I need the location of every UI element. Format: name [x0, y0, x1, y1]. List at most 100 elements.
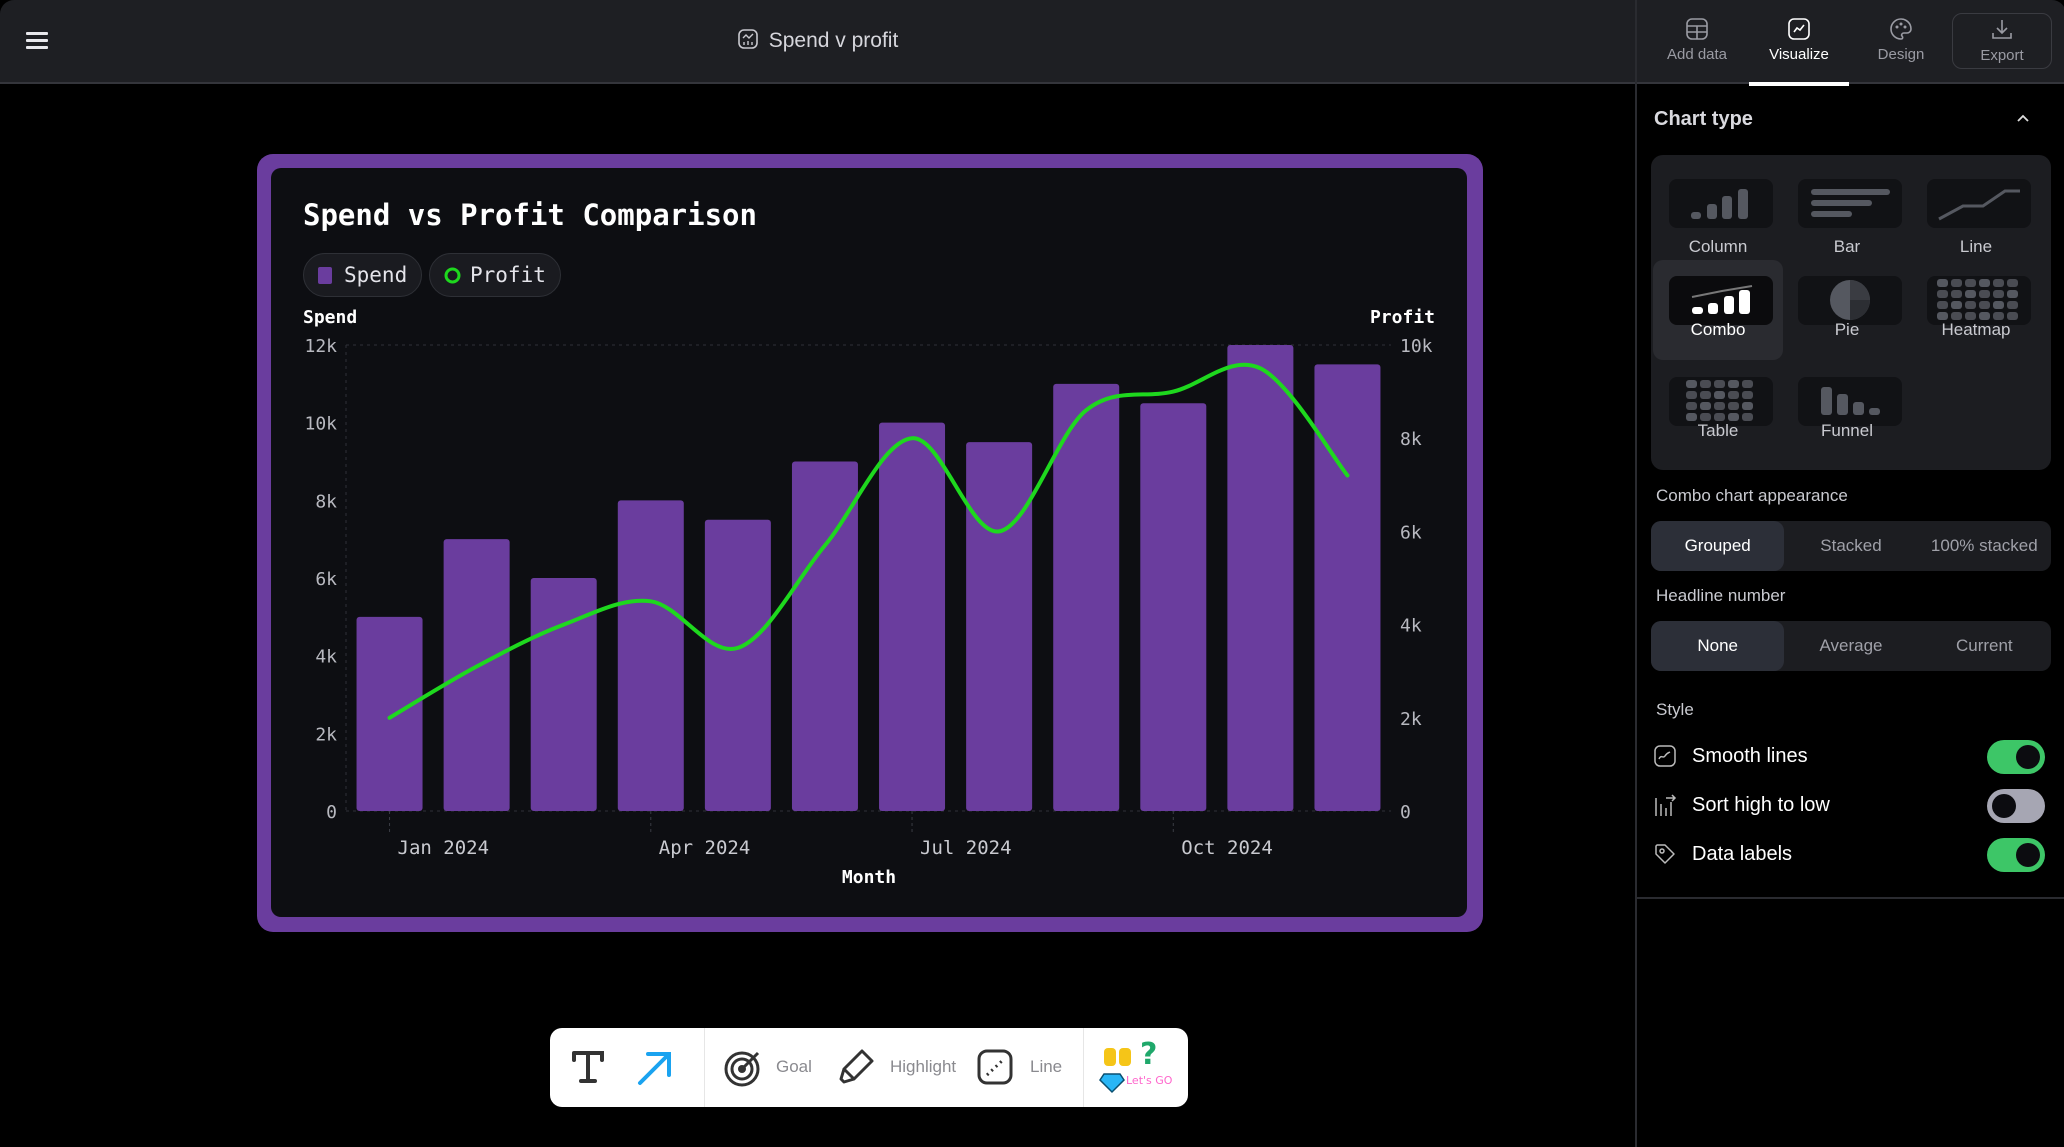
highlight-tool[interactable]: Highlight	[834, 1028, 959, 1107]
table-chart-icon	[1669, 377, 1773, 426]
tab-export[interactable]: Export	[1952, 13, 2052, 69]
y-right-tick-label: 2k	[1400, 709, 1422, 730]
sidebar: Add data Visualize Design Export Chart t…	[1635, 0, 2064, 1147]
tab-label: Design	[1877, 46, 1925, 63]
chart-type-grid: Column Bar Line Combo Pie Heatmap Table	[1651, 155, 2051, 470]
x-axis-title: Month	[842, 867, 896, 888]
option-grouped[interactable]: Grouped	[1651, 521, 1785, 571]
top-bar: Spend v profit	[0, 0, 1635, 84]
chart-type-bar[interactable]: Bar	[1782, 159, 1912, 256]
chevron-up-icon[interactable]	[2015, 110, 2031, 126]
sidebar-divider	[1637, 897, 2064, 899]
chart-type-line[interactable]: Line	[1911, 159, 2041, 256]
chart-type-label: Combo	[1690, 320, 1746, 339]
bar-spend-dec-2024	[1314, 364, 1381, 811]
x-tick-label: Jan 2024	[398, 837, 490, 859]
arrow-tool[interactable]	[632, 1028, 684, 1107]
hamburger-menu-icon[interactable]	[26, 32, 48, 50]
target-icon	[724, 1051, 760, 1087]
legend-profit[interactable]: Profit	[429, 253, 561, 297]
document-title[interactable]: Spend v profit	[0, 28, 1635, 53]
x-tick-label: Apr 2024	[659, 837, 751, 859]
chart-type-column[interactable]: Column	[1653, 159, 1783, 256]
profit-line	[387, 362, 1350, 720]
tab-label: Visualize	[1769, 46, 1829, 63]
option-current[interactable]: Current	[1955, 636, 2013, 655]
svg-text:?: ?	[1140, 1037, 1157, 1072]
line-chart-icon	[1927, 179, 2031, 228]
tab-design[interactable]: Design	[1851, 0, 1951, 84]
headline-number-selector: None Average Current	[1651, 621, 2051, 671]
option-100-stacked[interactable]: 100% stacked	[1930, 536, 2038, 555]
table-icon	[1686, 18, 1708, 40]
chart-card[interactable]: Spend vs Profit Comparison Spend Profit …	[271, 168, 1467, 917]
palette-icon	[1890, 18, 1912, 40]
bar-spend-sep-2024	[1053, 383, 1120, 811]
chart-doc-icon	[737, 29, 758, 49]
text-tool[interactable]	[568, 1028, 620, 1107]
funnel-chart-icon	[1798, 377, 1902, 426]
download-icon	[1992, 20, 2012, 39]
smooth-line-icon	[1654, 745, 1676, 767]
smooth-lines-toggle[interactable]	[1987, 740, 2045, 774]
bar-spend-oct-2024	[1140, 403, 1207, 811]
sort-toggle[interactable]	[1987, 789, 2045, 823]
y-axis-left-title: Spend	[303, 307, 357, 328]
chart-type-label: Line	[1959, 237, 1993, 256]
chart-type-combo[interactable]: Combo	[1653, 260, 1783, 360]
goal-label: Goal	[776, 1057, 812, 1076]
bar-spend-jan-2024	[356, 616, 423, 811]
text-icon	[572, 1051, 604, 1083]
smooth-lines-row: Smooth lines	[1654, 740, 2054, 774]
y-left-tick-label: 12k	[304, 336, 337, 357]
chart-type-label: Funnel	[1821, 421, 1873, 440]
dotted-line-icon	[977, 1049, 1013, 1085]
chart-type-label: Bar	[1833, 237, 1861, 256]
data-labels-label: Data labels	[1692, 843, 1793, 865]
legend-square-icon	[318, 267, 332, 284]
chart-type-label: Pie	[1834, 320, 1860, 339]
chart-type-pie[interactable]: Pie	[1782, 260, 1912, 339]
chart-type-heatmap[interactable]: Heatmap	[1911, 260, 2041, 339]
line-chart-icon	[1788, 18, 1810, 40]
y-right-tick-label: 0	[1400, 802, 1411, 823]
option-none[interactable]: None	[1651, 621, 1785, 671]
chart-type-heading: Chart type	[1654, 108, 1753, 130]
sticker-tool[interactable]: ? Let's GO!	[1092, 1028, 1182, 1107]
highlight-label: Highlight	[890, 1057, 957, 1076]
option-average[interactable]: Average	[1819, 636, 1883, 655]
tab-label: Export	[1980, 47, 2024, 64]
y-left-tick-label: 2k	[315, 724, 337, 745]
headline-number-label: Headline number	[1656, 586, 1786, 605]
heatmap-icon	[1927, 276, 2031, 325]
tab-add-data[interactable]: Add data	[1647, 0, 1747, 84]
annotation-toolbar: Goal Highlight Line ? Let's GO!	[550, 1028, 1188, 1107]
tab-label: Add data	[1666, 46, 1728, 63]
x-tick-label: Jul 2024	[920, 837, 1012, 859]
y-left-tick-label: 0	[326, 802, 337, 823]
document-title-text: Spend v profit	[768, 29, 899, 52]
tab-visualize[interactable]: Visualize	[1749, 0, 1849, 86]
y-left-tick-label: 4k	[315, 647, 337, 668]
sort-row: Sort high to low	[1654, 789, 2054, 823]
sort-label: Sort high to low	[1692, 794, 1830, 816]
sticker-text: Let's GO!	[1126, 1074, 1172, 1087]
legend-spend[interactable]: Spend	[303, 253, 423, 297]
sticker-icon: ? Let's GO!	[1099, 1037, 1172, 1094]
data-labels-toggle[interactable]	[1987, 838, 2045, 872]
chart-type-label: Table	[1697, 421, 1739, 440]
y-right-tick-label: 8k	[1400, 429, 1422, 450]
goal-tool[interactable]: Goal	[722, 1028, 832, 1107]
y-left-tick-label: 6k	[315, 569, 337, 590]
bar-spend-jun-2024	[791, 461, 858, 811]
highlighter-icon	[839, 1049, 874, 1084]
chart-type-label: Heatmap	[1941, 320, 2011, 339]
line-label: Line	[1030, 1057, 1063, 1076]
chart-type-funnel[interactable]: Funnel	[1782, 361, 1912, 440]
combo-appearance-selector: Grouped Stacked 100% stacked	[1651, 521, 2051, 571]
option-stacked[interactable]: Stacked	[1820, 536, 1882, 555]
legend-label: Profit	[470, 263, 546, 287]
legend-circle-icon	[444, 267, 461, 284]
chart-type-table[interactable]: Table	[1653, 361, 1783, 440]
line-tool[interactable]: Line	[974, 1028, 1074, 1107]
